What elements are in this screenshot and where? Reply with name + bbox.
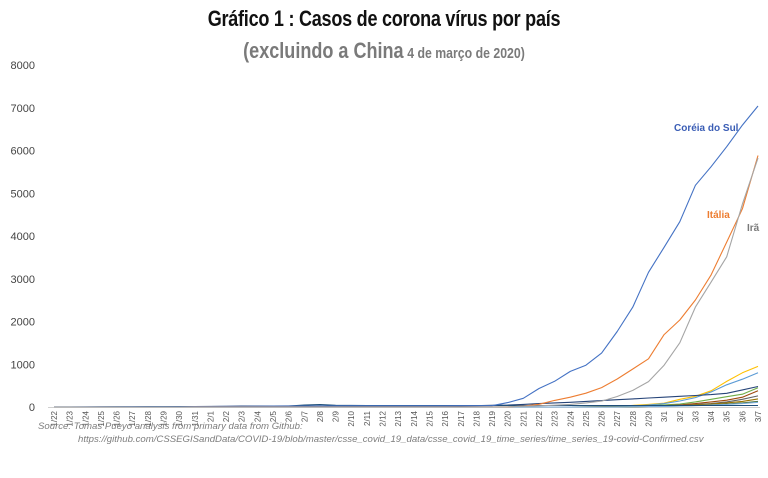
x-tick-label: 2/9 [332,410,341,422]
x-tick-label: 2/2 [222,410,231,422]
x-tick-label: 2/29 [644,410,653,426]
x-tick-label: 2/18 [472,410,481,426]
x-tick-label: 1/25 [97,410,106,426]
x-tick-label: 2/28 [629,410,638,426]
x-tick-label: 2/26 [598,410,607,426]
y-tick-label: 7000 [11,103,35,115]
series-label: Coréia do Sul [674,123,739,134]
x-tick-label: 2/5 [269,410,278,422]
x-axis: 1/22 1/23 1/24 1/25 1/26 1/27 1/28 1/29 1/30 1/31… [48,407,763,427]
x-tick-label: 2/4 [253,410,262,422]
x-tick-label: 3/5 [723,410,732,422]
x-tick-label: 1/24 [81,410,90,426]
series-line [54,365,759,408]
y-axis: 0 1000 2000 3000 4000 5000 6000 7000 8000 [11,60,35,414]
x-tick-label: 2/20 [504,410,513,426]
y-tick-label: 8000 [11,60,35,72]
x-tick-label: 2/27 [613,410,622,426]
x-tick-label: 2/8 [316,410,325,422]
x-tick-label: 2/23 [551,410,560,426]
x-tick-label: 2/7 [300,410,309,422]
y-tick-label: 1000 [11,359,35,371]
x-tick-label: 2/3 [238,410,247,422]
x-tick-label: 2/22 [535,410,544,426]
x-tick-label: 1/26 [113,410,122,426]
x-tick-label: 2/14 [410,410,419,426]
y-tick-label: 0 [29,402,35,414]
x-tick-label: 3/7 [754,410,763,422]
x-tick-label: 2/25 [582,410,591,426]
x-tick-label: 3/2 [676,410,685,422]
series-line [54,155,759,408]
x-tick-label: 1/31 [191,410,200,426]
series-line [54,157,759,408]
x-tick-label: 1/30 [175,410,184,426]
x-tick-label: 2/13 [394,410,403,426]
x-tick-label: 1/28 [144,410,153,426]
x-tick-label: 2/1 [206,410,215,422]
subtitle-date: 4 de março de 2020) [407,45,525,62]
x-tick-label: 2/21 [519,410,528,426]
y-tick-label: 2000 [11,317,35,329]
x-tick-label: 3/4 [707,410,716,422]
x-tick-label: 2/19 [488,410,497,426]
x-tick-label: 2/24 [566,410,575,426]
x-tick-label: 1/29 [160,410,169,426]
y-tick-label: 4000 [11,231,35,243]
x-tick-label: 1/23 [66,410,75,426]
series-group [54,105,759,408]
series-label: Itália [707,210,730,221]
y-tick-label: 3000 [11,274,35,286]
x-tick-label: 2/10 [347,410,356,426]
chart-subtitle: (excluindo a China 4 de março de 2020) [69,38,699,64]
x-tick-label: 1/22 [50,410,59,426]
subtitle-main: (excluindo a China [243,38,404,63]
x-tick-label: 2/6 [285,410,294,422]
x-tick-label: 2/17 [457,410,466,426]
x-tick-label: 2/12 [379,410,388,426]
x-tick-label: 3/6 [738,410,747,422]
x-tick-label: 1/27 [128,410,137,426]
series-label: Irã [747,223,760,234]
y-tick-label: 5000 [11,188,35,200]
x-tick-label: 2/15 [425,410,434,426]
source-note: Source: Tomas Pueyo analysis from primar… [38,420,704,446]
series-annotations: Coréia do Sul Itália Irã [674,123,760,234]
source-line: Source: Tomas Pueyo analysis from primar… [38,421,303,432]
x-tick-label: 3/3 [691,410,700,422]
y-tick-label: 6000 [11,146,35,158]
source-url: https://github.com/CSSEGISandData/COVID-… [78,434,704,445]
series-line [54,105,759,408]
x-tick-label: 2/11 [363,410,372,426]
chart-title: Gráfico 1 : Casos de corona vírus por pa… [207,6,561,31]
x-tick-label: 2/16 [441,410,450,426]
x-tick-label: 3/1 [660,410,669,422]
